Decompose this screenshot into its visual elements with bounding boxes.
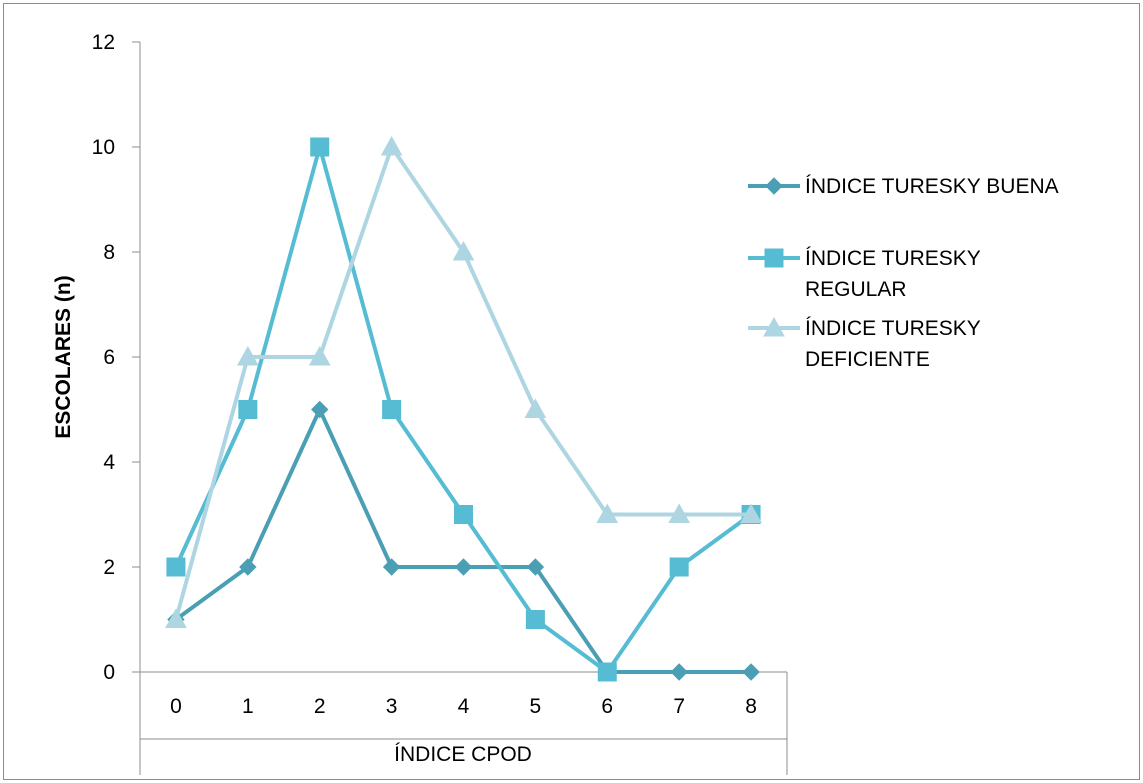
data-point-marker: [454, 505, 473, 524]
x-tick-label: 4: [458, 695, 470, 718]
legend-swatch-marker: [763, 316, 785, 337]
y-tick-label: 10: [92, 136, 115, 159]
legend-item: ÍNDICE TURESKY BUENA: [748, 175, 1059, 198]
data-point-marker: [382, 558, 401, 576]
series-line: [174, 145, 753, 674]
data-point-marker: [238, 400, 258, 419]
x-tick-label: 0: [170, 695, 182, 718]
series-1: [167, 400, 760, 681]
y-tick-label: 8: [103, 241, 115, 264]
data-point-marker: [597, 662, 617, 682]
data-point-marker: [742, 663, 760, 681]
x-tick-label: 1: [242, 695, 254, 718]
x-axis-title: ÍNDICE CPOD: [394, 743, 532, 766]
data-point-marker: [311, 400, 329, 419]
data-point-marker: [668, 503, 691, 523]
x-tick-label: 3: [386, 695, 398, 718]
y-axis-title: ESCOLARES (n): [52, 275, 75, 438]
data-point-marker: [382, 400, 402, 419]
series-line: [174, 407, 752, 674]
axes: [132, 41, 788, 775]
data-point-marker: [308, 345, 331, 366]
data-point-marker: [596, 503, 619, 523]
data-point-marker: [454, 558, 473, 576]
data-point-marker: [165, 608, 187, 628]
series-lines: [165, 135, 762, 682]
chart-frame: [3, 3, 1140, 780]
y-tick-label: 2: [103, 556, 115, 579]
series-line: [174, 145, 752, 621]
legend-swatch-marker: [765, 177, 783, 195]
data-point-marker: [524, 398, 547, 418]
legend-label: ÍNDICE TURESKY: [805, 247, 981, 270]
y-tick-label: 12: [92, 31, 115, 54]
legend-label: ÍNDICE TURESKY: [805, 317, 981, 340]
data-point-marker: [526, 558, 545, 576]
legend-label: DEFICIENTE: [805, 348, 930, 371]
legend: ÍNDICE TURESKY BUENA ÍNDICE TURESKY REGULA…: [748, 175, 1059, 371]
y-tick-label: 4: [103, 451, 115, 474]
data-point-marker: [239, 558, 257, 576]
legend-label: ÍNDICE TURESKY BUENA: [805, 175, 1059, 198]
y-tick-labels: 0 2 4 6 8 10 12: [92, 31, 116, 684]
legend-label: REGULAR: [805, 278, 907, 301]
legend-item: ÍNDICE TURESKY REGULAR: [748, 247, 981, 301]
series-2: [166, 137, 761, 682]
data-point-marker: [670, 663, 688, 681]
y-tick-label: 6: [103, 346, 115, 369]
data-point-marker: [166, 557, 186, 577]
x-tick-label: 6: [601, 695, 613, 718]
x-tick-label: 8: [745, 695, 757, 718]
data-point-marker: [525, 610, 545, 629]
x-tick-label: 2: [314, 695, 326, 718]
data-point-marker: [380, 135, 403, 156]
x-tick-labels: 0 1 2 3 4 5 6 7 8: [170, 695, 757, 718]
x-tick-label: 5: [530, 695, 542, 718]
data-point-marker: [236, 345, 259, 366]
y-tick-label: 0: [103, 661, 115, 684]
legend-swatch-marker: [764, 248, 784, 268]
legend-item: ÍNDICE TURESKY DEFICIENTE: [748, 316, 981, 371]
data-point-marker: [310, 137, 330, 157]
data-point-marker: [669, 557, 689, 577]
series-3: [165, 135, 762, 628]
data-point-marker: [452, 240, 475, 261]
x-tick-label: 7: [673, 695, 685, 718]
data-point-marker: [740, 503, 762, 523]
